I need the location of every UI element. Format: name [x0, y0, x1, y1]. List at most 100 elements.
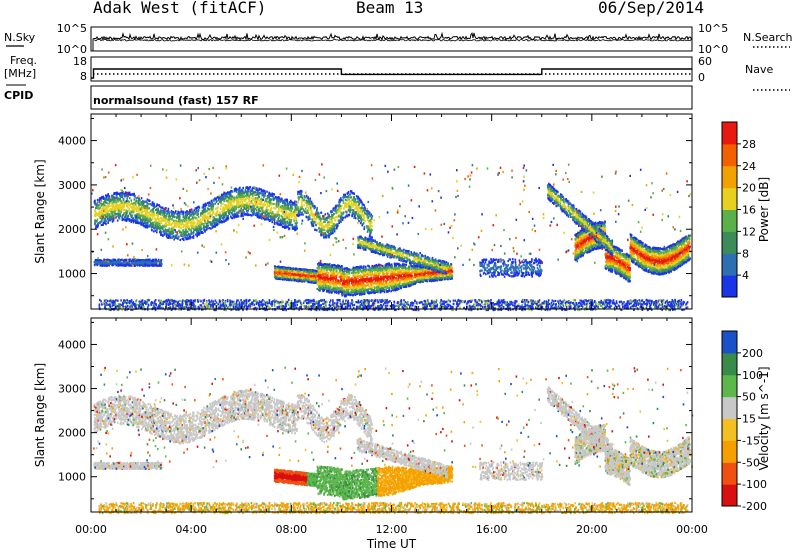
power-echo-pixel	[117, 201, 119, 203]
power-echo-pixel	[246, 186, 248, 188]
power-echo-pixel	[287, 200, 289, 202]
power-echo-pixel	[273, 198, 275, 200]
power-echo-pixel	[112, 221, 114, 223]
power-echo-pixel	[162, 235, 164, 237]
power-echo-pixel	[144, 263, 146, 265]
power-echo-pixel	[342, 196, 344, 198]
power-echo-pixel	[245, 199, 247, 201]
power-echo-pixel	[169, 221, 171, 223]
power-echo-pixel	[349, 214, 351, 216]
power-echo-pixel	[153, 213, 155, 215]
power-echo-pixel	[234, 206, 236, 208]
power-echo-pixel	[134, 195, 136, 197]
power-echo-pixel	[321, 222, 323, 224]
power-echo-pixel	[115, 217, 117, 219]
power-echo-pixel	[107, 218, 109, 220]
power-echo-pixel	[178, 211, 180, 213]
power-echo-pixel	[335, 216, 337, 218]
power-echo-pixel	[353, 192, 355, 194]
power-echo-pixel	[179, 213, 181, 215]
power-echo-pixel	[262, 212, 264, 214]
power-echo-pixel	[313, 217, 315, 219]
power-echo-pixel	[125, 214, 127, 216]
power-echo-pixel	[339, 220, 341, 222]
power-echo-pixel	[245, 205, 247, 207]
power-echo-pixel	[194, 216, 196, 218]
power-echo-pixel	[256, 206, 258, 208]
power-echo-pixel	[227, 215, 229, 217]
power-echo-pixel	[220, 205, 222, 207]
power-echo-pixel	[158, 264, 160, 266]
power-echo-pixel	[260, 216, 262, 218]
power-echo-pixel	[157, 222, 159, 224]
power-echo-pixel	[307, 212, 309, 214]
power-echo-pixel	[152, 259, 154, 261]
power-echo-pixel	[178, 225, 180, 227]
power-echo-pixel	[293, 218, 295, 220]
power-echo-pixel	[129, 192, 131, 194]
power-echo-pixel	[191, 225, 193, 227]
power-echo-pixel	[100, 212, 102, 214]
power-echo-pixel	[301, 193, 303, 195]
power-echo-pixel	[145, 218, 147, 220]
power-echo-pixel	[172, 228, 174, 230]
power-echo-pixel	[328, 235, 330, 237]
power-echo-pixel	[185, 225, 187, 227]
power-echo-pixel	[265, 200, 267, 202]
power-echo-pixel	[191, 230, 193, 232]
power-echo-pixel	[151, 212, 153, 214]
power-echo-pixel	[234, 217, 236, 219]
power-echo-pixel	[253, 191, 255, 193]
power-echo-pixel	[222, 211, 224, 213]
power-echo-pixel	[345, 202, 347, 204]
power-echo-pixel	[350, 193, 352, 195]
power-echo-pixel	[313, 225, 315, 227]
power-echo-pixel	[173, 226, 175, 228]
power-echo-pixel	[133, 193, 135, 195]
power-echo-pixel	[140, 259, 142, 261]
power-echo-pixel	[341, 205, 343, 207]
power-echo-pixel	[221, 221, 223, 223]
power-echo-pixel	[95, 259, 97, 261]
power-echo-pixel	[101, 265, 103, 267]
power-echo-pixel	[150, 210, 152, 212]
power-echo-pixel	[264, 195, 266, 197]
power-echo-pixel	[116, 262, 118, 264]
power-echo-pixel	[220, 198, 222, 200]
power-echo-pixel	[370, 222, 372, 224]
power-echo-pixel	[168, 208, 170, 210]
power-echo-pixel	[192, 236, 194, 238]
power-echo-pixel	[123, 206, 125, 208]
power-echo-pixel	[349, 210, 351, 212]
power-echo-pixel	[141, 206, 143, 208]
power-echo-pixel	[119, 193, 121, 195]
power-echo-pixel	[133, 202, 135, 204]
power-echo-pixel	[193, 225, 195, 227]
power-echo-pixel	[266, 191, 268, 193]
power-echo-pixel	[195, 207, 197, 209]
power-echo-pixel	[140, 263, 142, 265]
power-echo-pixel	[175, 234, 177, 236]
power-echo-pixel	[255, 213, 257, 215]
power-echo-pixel	[315, 218, 317, 220]
power-echo-pixel	[108, 198, 110, 200]
power-echo-pixel	[126, 212, 128, 214]
power-echo-pixel	[360, 222, 362, 224]
power-echo-pixel	[343, 202, 345, 204]
power-echo-pixel	[139, 265, 141, 267]
power-echo-pixel	[367, 213, 369, 215]
power-echo-pixel	[290, 200, 292, 202]
power-echo-pixel	[266, 202, 268, 204]
power-echo-pixel	[274, 217, 276, 219]
power-echo-pixel	[217, 210, 219, 212]
power-echo-pixel	[227, 200, 229, 202]
power-echo-pixel	[152, 218, 154, 220]
power-echo-pixel	[323, 221, 325, 223]
power-echo-pixel	[248, 195, 250, 197]
power-echo-pixel	[137, 220, 139, 222]
power-echo-pixel	[216, 201, 218, 203]
power-echo-pixel	[254, 212, 256, 214]
power-echo-pixel	[308, 217, 310, 219]
power-echo-pixel	[371, 225, 373, 227]
power-echo-pixel	[138, 259, 140, 261]
